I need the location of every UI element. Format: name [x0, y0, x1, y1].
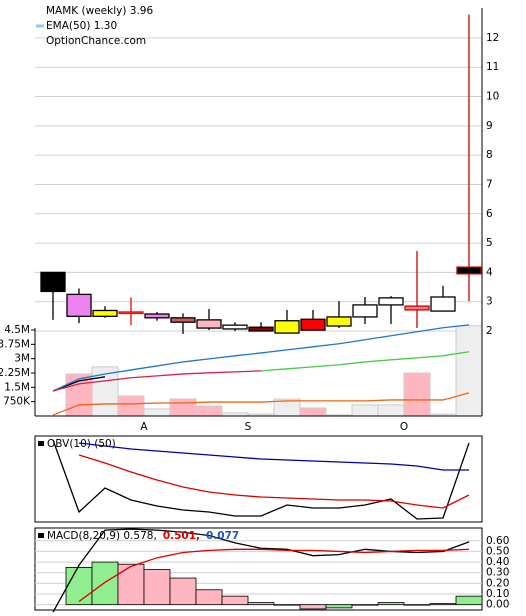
candle-body — [456, 266, 482, 275]
x-tick-label: S — [245, 421, 252, 433]
histogram-bar — [429, 603, 457, 606]
histogram-bar — [91, 561, 119, 606]
indicator-line — [52, 324, 470, 392]
indicator-line — [78, 442, 469, 471]
indicator-line — [78, 548, 470, 603]
histogram-bar — [221, 595, 249, 606]
histogram-bar — [351, 604, 379, 606]
volume-bar — [455, 325, 483, 417]
volume-tick-label: 3.75M — [0, 338, 30, 350]
y-tick-label: 4 — [486, 266, 493, 278]
candle-body — [430, 296, 456, 312]
indicator-line — [52, 528, 470, 613]
legend-swatch — [38, 533, 44, 538]
y-tick-label: 10 — [486, 91, 499, 103]
histogram-bar — [403, 604, 431, 606]
x-tick-label: A — [140, 421, 148, 433]
legend-swatch — [38, 441, 44, 446]
histogram-bar — [117, 563, 145, 606]
y-tick-label: 3 — [486, 296, 493, 308]
chart-title: MAMK (weekly) 3.96 — [46, 5, 153, 17]
volume-tick-label: 1.5M — [4, 381, 30, 393]
panel-frame — [34, 435, 483, 523]
candle-body — [352, 304, 378, 318]
indicator-line — [78, 454, 470, 509]
y-tick-label: 8 — [486, 149, 493, 161]
indicator-line — [260, 351, 470, 372]
candle-body — [92, 309, 118, 317]
candle-body — [404, 305, 430, 311]
y-tick-label: 0.60 — [486, 535, 509, 547]
candle-body — [170, 317, 196, 323]
y-tick-label: 0.00 — [486, 599, 509, 611]
y-tick-label: 11 — [486, 61, 499, 73]
volume-bar — [169, 398, 197, 417]
histogram-bar — [325, 604, 353, 609]
candle-body — [378, 297, 404, 306]
candle-body — [66, 293, 92, 317]
candle-body — [274, 320, 300, 334]
y-tick-label: 6 — [486, 208, 493, 220]
x-tick-label: O — [400, 421, 408, 433]
volume-tick-label: 2.25M — [0, 367, 30, 379]
watermark: OptionChance.com — [46, 35, 146, 47]
indicator-line — [52, 370, 262, 392]
y-tick-label: 9 — [486, 120, 493, 132]
candle-body — [248, 326, 274, 332]
volume-bar — [403, 372, 431, 417]
legend-entry: EMA(50) 1.30 — [46, 20, 117, 32]
y-tick-label: 0.40 — [486, 556, 509, 568]
candle-body — [196, 319, 222, 329]
volume-bar — [143, 408, 171, 417]
y-tick-label: 2 — [486, 325, 493, 337]
y-tick-label: 7 — [486, 178, 493, 190]
histogram-bar — [169, 577, 197, 606]
histogram-bar — [273, 604, 301, 606]
y-tick-label: 0.20 — [486, 577, 509, 589]
volume-bar — [299, 407, 327, 417]
volume-bar — [195, 405, 223, 417]
y-tick-label: 0.10 — [486, 588, 509, 600]
indicator-line — [52, 392, 470, 416]
histogram-bar — [377, 602, 405, 606]
candle-body — [222, 324, 248, 330]
candle-body — [144, 313, 170, 319]
panel-title: OBV(10) (50) — [47, 438, 116, 450]
y-tick-label: 12 — [486, 32, 499, 44]
panel-title: MACD(8,20,9) 0.578, — [47, 530, 157, 542]
histogram-bar — [65, 567, 93, 606]
y-tick-label: 0.30 — [486, 567, 509, 579]
indicator-line — [52, 439, 470, 520]
histogram-bar — [299, 604, 327, 610]
histogram-bar — [143, 569, 171, 606]
y-tick-label: 5 — [486, 237, 493, 249]
histogram-bar — [195, 589, 223, 606]
candle-body — [40, 271, 66, 293]
histogram-bar — [455, 595, 483, 606]
volume-bar — [351, 404, 379, 417]
signal-label: 0.501, — [163, 530, 200, 542]
candle-body — [326, 316, 352, 327]
volume-tick-label: 3M — [14, 353, 30, 365]
histogram-label: 0.077 — [206, 530, 239, 542]
y-tick-label: 0.50 — [486, 545, 509, 557]
volume-tick-label: 750K — [3, 396, 31, 408]
candle-body — [118, 311, 144, 315]
histogram-bar — [247, 602, 275, 606]
candle-body — [300, 318, 326, 331]
volume-bar — [117, 395, 145, 417]
volume-tick-label: 4.5M — [4, 324, 30, 336]
volume-bar — [377, 404, 405, 417]
